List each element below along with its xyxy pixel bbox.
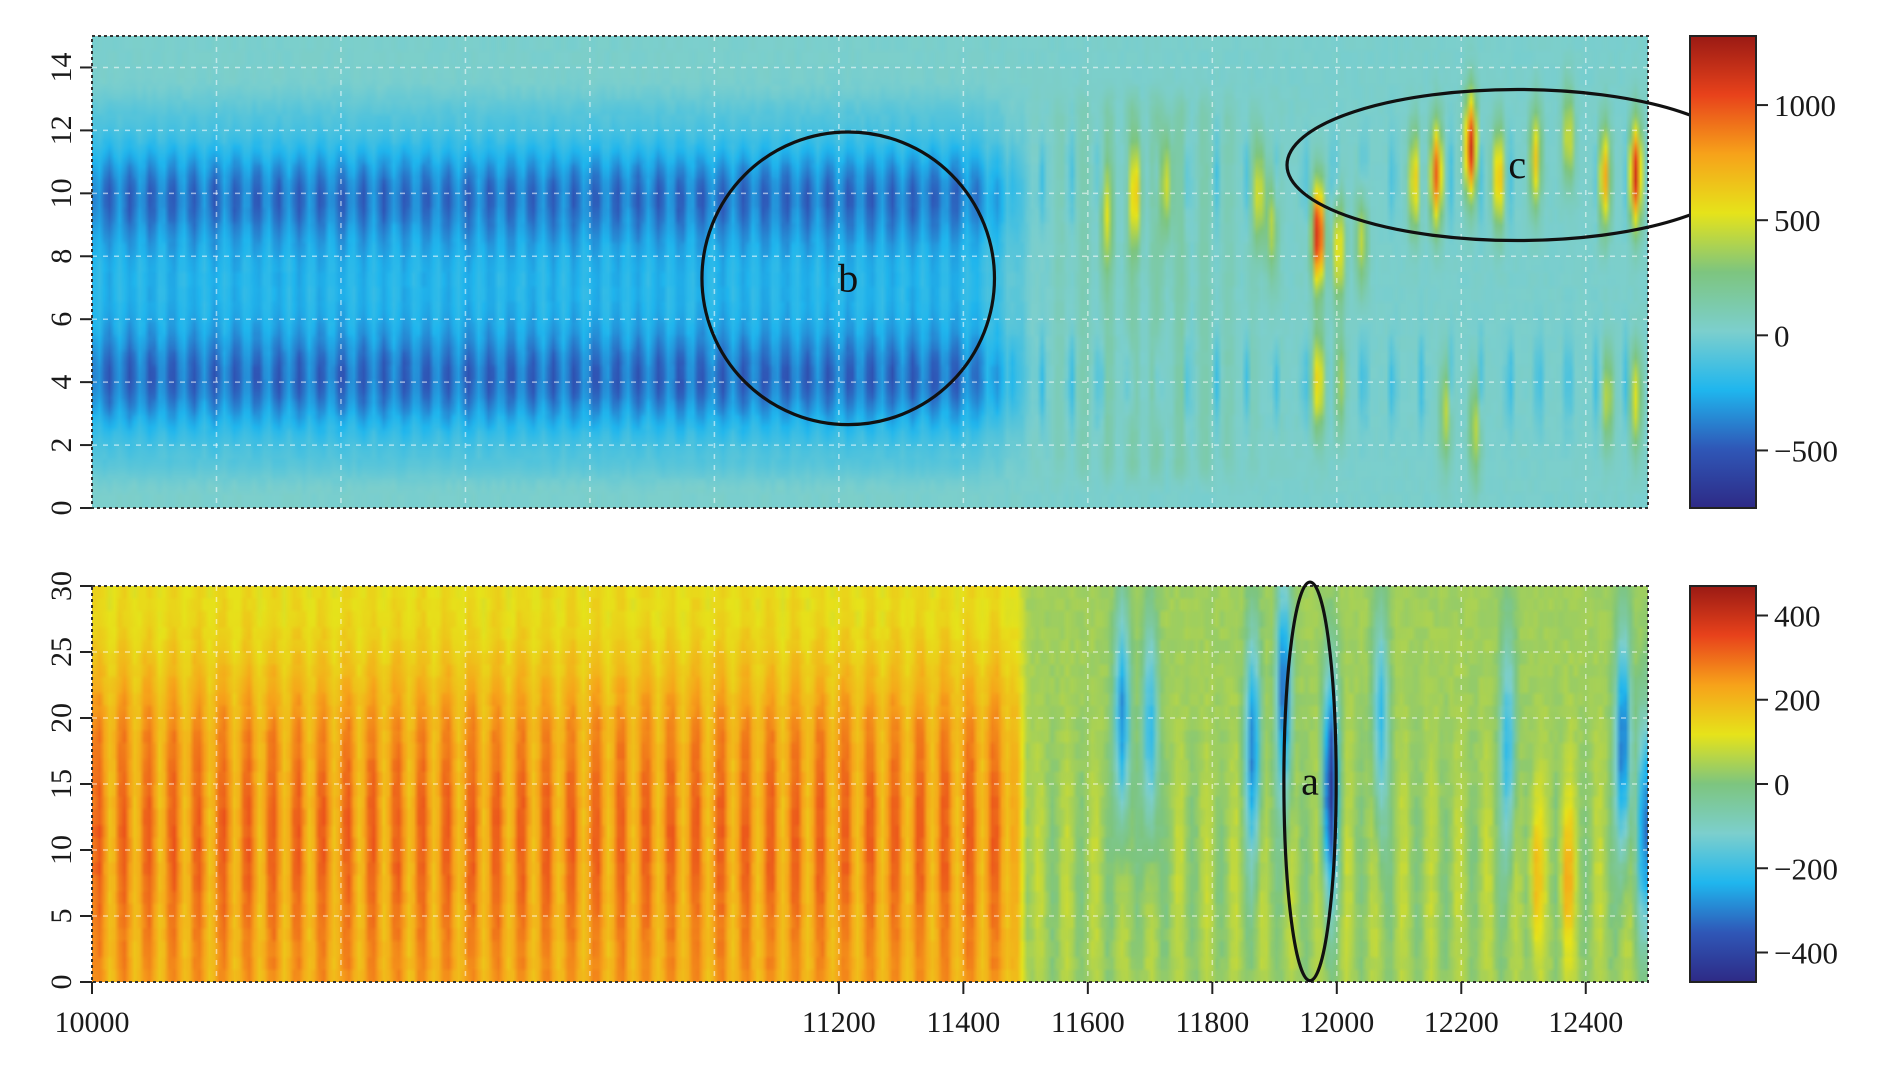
x-tick-label: 11800 — [1175, 1006, 1249, 1039]
y-tick-label: 2 — [45, 438, 78, 453]
x-tick-label: 12000 — [1299, 1006, 1374, 1039]
grid-lines — [92, 36, 1648, 508]
x-tick-label: 12200 — [1424, 1006, 1499, 1039]
y-tick-label: 20 — [45, 703, 78, 733]
y-tick-label: 0 — [45, 501, 78, 516]
top-colorbar: −500 0 500 1000 — [1689, 35, 1838, 509]
colorbar-tick-label: 1000 — [1774, 88, 1836, 123]
x-tick-label: 12400 — [1548, 1006, 1623, 1039]
colorbar-tick-label: 200 — [1774, 683, 1821, 718]
colorbar-tick-label: 500 — [1774, 203, 1821, 238]
colorbar-tick-label: 400 — [1774, 598, 1821, 633]
heatmap-image — [92, 586, 1648, 982]
colorbar-tick-label: 0 — [1774, 318, 1790, 353]
heatmap-image — [92, 36, 1648, 508]
y-tick-label: 0 — [45, 975, 78, 990]
y-tick-label: 5 — [45, 909, 78, 924]
x-tick-label: 11200 — [802, 1006, 876, 1039]
y-tick-label: 30 — [45, 571, 78, 601]
y-tick-label: 6 — [45, 312, 78, 327]
top-heatmap-panel: 0 2 4 6 8 10 12 14 b c — [45, 35, 1750, 516]
y-tick-label: 14 — [45, 52, 78, 82]
grid-lines — [92, 586, 1648, 982]
annotation-label-a: a — [1301, 758, 1319, 803]
colorbar-tick-label: −500 — [1774, 433, 1838, 468]
y-tick-label: 10 — [45, 178, 78, 208]
annotation-label-b: b — [838, 255, 858, 300]
y-tick-label: 25 — [45, 637, 78, 667]
annotation-label-c: c — [1508, 142, 1526, 187]
colorbar-tick-label: −400 — [1774, 936, 1838, 971]
x-tick-label: 11600 — [1051, 1006, 1125, 1039]
y-tick-label: 10 — [45, 835, 78, 865]
colorbar-tick-label: −200 — [1774, 851, 1838, 886]
colorbar-tick-label: 0 — [1774, 767, 1790, 802]
bottom-heatmap-panel: 0 5 10 15 20 25 30 10000 11200 11400 11600 11800 120… — [45, 571, 1649, 1039]
colorbar-strip — [1689, 35, 1757, 509]
plot-frame — [91, 585, 1649, 983]
y-tick-label: 4 — [45, 375, 78, 390]
annotation-ellipse-b — [700, 130, 997, 427]
bottom-colorbar: −400 −200 0 200 400 — [1689, 585, 1838, 983]
x-tick-label: 11400 — [926, 1006, 1000, 1039]
annotation-ellipse-a — [1282, 580, 1338, 983]
y-tick-label: 8 — [45, 249, 78, 264]
y-tick-label: 15 — [45, 769, 78, 799]
y-tick-label: 12 — [45, 115, 78, 145]
colorbar-strip — [1689, 585, 1757, 983]
x-tick-label: 10000 — [55, 1006, 130, 1039]
